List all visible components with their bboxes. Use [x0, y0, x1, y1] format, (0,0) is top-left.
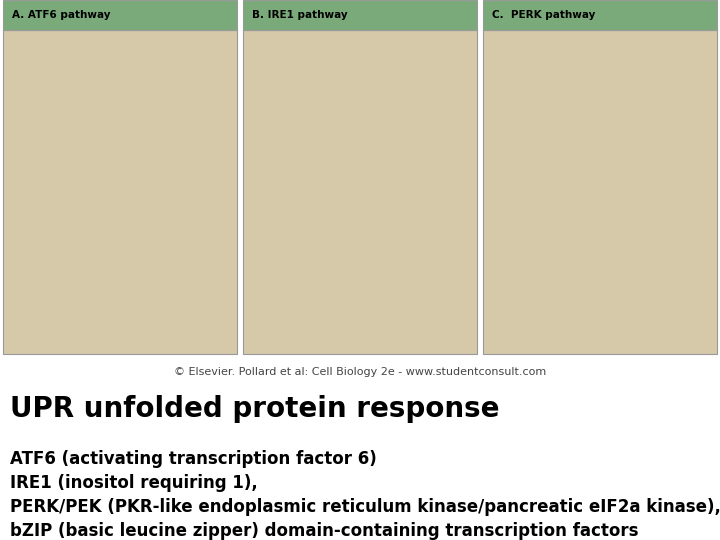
Text: UPR unfolded protein response: UPR unfolded protein response — [10, 395, 500, 423]
Bar — [483, 0, 717, 30]
Text: © Elsevier. Pollard et al: Cell Biology 2e - www.studentconsult.com: © Elsevier. Pollard et al: Cell Biology … — [174, 367, 546, 377]
Text: ATF6 (activating transcription factor 6): ATF6 (activating transcription factor 6) — [10, 450, 377, 468]
Text: bZIP (basic leucine zipper) domain-containing transcription factors: bZIP (basic leucine zipper) domain-conta… — [10, 522, 639, 540]
Bar — [3, 0, 237, 30]
Text: C.  PERK pathway: C. PERK pathway — [492, 10, 595, 20]
Bar — [3, 30, 237, 354]
Bar — [243, 30, 477, 354]
Bar — [483, 30, 717, 354]
Text: IRE1 (inositol requiring 1),: IRE1 (inositol requiring 1), — [10, 474, 258, 492]
Text: A. ATF6 pathway: A. ATF6 pathway — [12, 10, 110, 20]
Text: B. IRE1 pathway: B. IRE1 pathway — [251, 10, 347, 20]
Text: PERK/PEK (PKR-like endoplasmic reticulum kinase/pancreatic eIF2a kinase),: PERK/PEK (PKR-like endoplasmic reticulum… — [10, 498, 720, 516]
Bar — [243, 0, 477, 30]
